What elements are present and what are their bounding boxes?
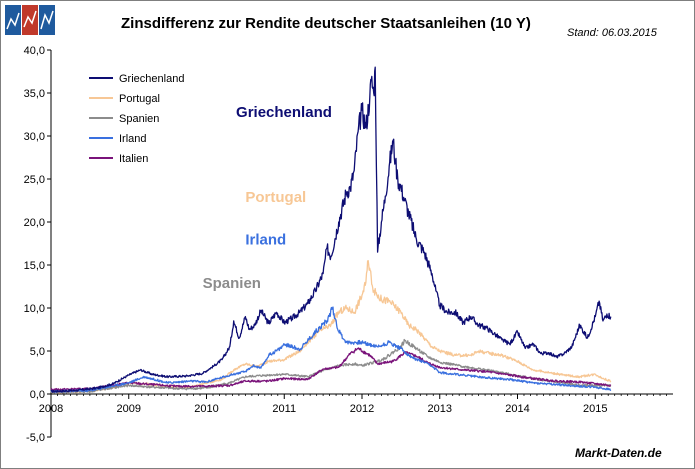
- legend-label-griechenland: Griechenland: [119, 73, 184, 85]
- y-tick-label: 20,0: [24, 217, 45, 229]
- y-tick-label: 15,0: [24, 260, 45, 272]
- x-tick-label: 2012: [350, 403, 374, 415]
- y-tick-group: -5,0 0,0 5,0 10,0 15,0 20,0 25,0 30,0 35,0 40,0: [24, 45, 51, 444]
- x-tick-label: 2015: [583, 403, 607, 415]
- y-tick-label: 30,0: [24, 131, 45, 143]
- stand-date: Stand: 06.03.2015: [567, 27, 657, 39]
- annotation-irland: Irland: [245, 231, 286, 248]
- legend-label-portugal: Portugal: [119, 93, 160, 105]
- x-tick-label: 2008: [39, 403, 63, 415]
- series-line-griechenland: [50, 66, 612, 393]
- series-group: [50, 66, 612, 394]
- annotation-griechenland: Griechenland: [236, 104, 332, 121]
- legend-label-italien: Italien: [119, 153, 148, 165]
- annotation-group: Griechenland Portugal Irland Spanien: [203, 104, 332, 292]
- y-tick-label: -5,0: [26, 432, 45, 444]
- x-tick-group: 2008 2009 2010 2011 2012 2013 2014 2015: [39, 394, 667, 415]
- x-tick-label: 2013: [428, 403, 452, 415]
- y-tick-label: 10,0: [24, 303, 45, 315]
- chart-title: Zinsdifferenz zur Rendite deutscher Staa…: [121, 15, 531, 32]
- y-tick-label: 5,0: [30, 346, 45, 358]
- footer-brand: Markt-Daten.de: [575, 446, 662, 460]
- series-line-portugal: [50, 260, 612, 394]
- logo-icon: [5, 5, 55, 35]
- x-tick-label: 2011: [272, 403, 296, 415]
- series-line-spanien: [50, 338, 612, 394]
- legend: Griechenland Portugal Spanien Irland Italien: [89, 73, 184, 165]
- series-line-irland: [50, 306, 612, 393]
- logo-tile-left: [5, 5, 21, 35]
- y-tick-label: 25,0: [24, 174, 45, 186]
- y-tick-label: 35,0: [24, 88, 45, 100]
- x-tick-label: 2014: [505, 403, 529, 415]
- legend-label-spanien: Spanien: [119, 113, 159, 125]
- y-tick-label: 0,0: [30, 389, 45, 401]
- x-tick-label: 2009: [117, 403, 141, 415]
- series-line-italien: [50, 347, 612, 392]
- annotation-portugal: Portugal: [245, 189, 306, 206]
- x-tick-label: 2010: [194, 403, 218, 415]
- legend-label-irland: Irland: [119, 133, 147, 145]
- y-tick-label: 40,0: [24, 45, 45, 57]
- annotation-spanien: Spanien: [203, 275, 261, 292]
